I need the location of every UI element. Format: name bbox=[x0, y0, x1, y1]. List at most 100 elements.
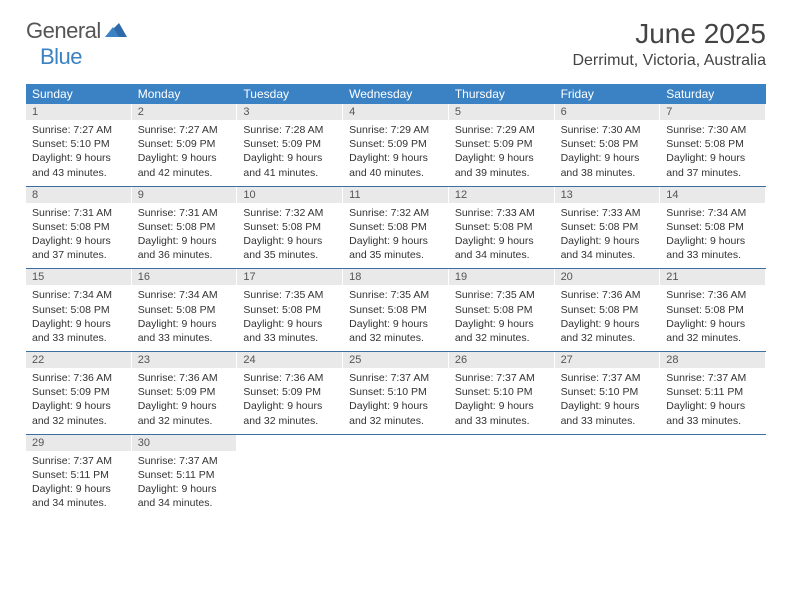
day-header-mon: Monday bbox=[132, 84, 238, 104]
day-sunrise: Sunrise: 7:36 AM bbox=[561, 288, 655, 302]
daynum-row: 1234567 bbox=[26, 104, 766, 120]
day-day2: and 34 minutes. bbox=[138, 496, 232, 510]
day-sunrise: Sunrise: 7:31 AM bbox=[32, 206, 126, 220]
day-sunset: Sunset: 5:08 PM bbox=[455, 220, 549, 234]
day-day2: and 34 minutes. bbox=[32, 496, 126, 510]
day-cell: Sunrise: 7:35 AMSunset: 5:08 PMDaylight:… bbox=[237, 285, 343, 351]
week-block: 1234567Sunrise: 7:27 AMSunset: 5:10 PMDa… bbox=[26, 104, 766, 186]
day-day1: Daylight: 9 hours bbox=[138, 151, 232, 165]
day-number: 14 bbox=[660, 187, 766, 203]
day-header-sun: Sunday bbox=[26, 84, 132, 104]
day-cell: Sunrise: 7:37 AMSunset: 5:10 PMDaylight:… bbox=[449, 368, 555, 434]
day-cell: Sunrise: 7:37 AMSunset: 5:11 PMDaylight:… bbox=[26, 451, 132, 517]
day-day1: Daylight: 9 hours bbox=[666, 317, 760, 331]
daynum-row: 15161718192021 bbox=[26, 269, 766, 285]
day-number: 16 bbox=[132, 269, 238, 285]
day-cell bbox=[343, 451, 449, 517]
day-day1: Daylight: 9 hours bbox=[32, 399, 126, 413]
day-sunset: Sunset: 5:10 PM bbox=[349, 385, 443, 399]
day-number bbox=[343, 435, 449, 451]
day-day1: Daylight: 9 hours bbox=[243, 399, 337, 413]
day-number: 13 bbox=[555, 187, 661, 203]
day-day1: Daylight: 9 hours bbox=[455, 234, 549, 248]
day-day2: and 39 minutes. bbox=[455, 166, 549, 180]
day-sunrise: Sunrise: 7:29 AM bbox=[349, 123, 443, 137]
day-header-thu: Thursday bbox=[449, 84, 555, 104]
day-number: 12 bbox=[449, 187, 555, 203]
day-number: 17 bbox=[237, 269, 343, 285]
day-number: 11 bbox=[343, 187, 449, 203]
day-sunrise: Sunrise: 7:27 AM bbox=[138, 123, 232, 137]
day-number: 23 bbox=[132, 352, 238, 368]
day-day2: and 42 minutes. bbox=[138, 166, 232, 180]
day-sunrise: Sunrise: 7:33 AM bbox=[561, 206, 655, 220]
day-sunrise: Sunrise: 7:34 AM bbox=[32, 288, 126, 302]
day-day1: Daylight: 9 hours bbox=[138, 399, 232, 413]
day-sunset: Sunset: 5:08 PM bbox=[32, 303, 126, 317]
day-cell: Sunrise: 7:34 AMSunset: 5:08 PMDaylight:… bbox=[660, 203, 766, 269]
day-sunset: Sunset: 5:08 PM bbox=[666, 303, 760, 317]
day-sunset: Sunset: 5:09 PM bbox=[32, 385, 126, 399]
day-sunrise: Sunrise: 7:33 AM bbox=[455, 206, 549, 220]
day-day2: and 32 minutes. bbox=[349, 414, 443, 428]
day-cell: Sunrise: 7:31 AMSunset: 5:08 PMDaylight:… bbox=[26, 203, 132, 269]
week-row: Sunrise: 7:34 AMSunset: 5:08 PMDaylight:… bbox=[26, 285, 766, 351]
day-day1: Daylight: 9 hours bbox=[349, 234, 443, 248]
day-sunrise: Sunrise: 7:28 AM bbox=[243, 123, 337, 137]
week-row: Sunrise: 7:27 AMSunset: 5:10 PMDaylight:… bbox=[26, 120, 766, 186]
day-day2: and 33 minutes. bbox=[32, 331, 126, 345]
day-sunset: Sunset: 5:09 PM bbox=[243, 137, 337, 151]
day-number bbox=[660, 435, 766, 451]
day-sunset: Sunset: 5:08 PM bbox=[138, 303, 232, 317]
day-sunset: Sunset: 5:08 PM bbox=[455, 303, 549, 317]
day-day2: and 34 minutes. bbox=[455, 248, 549, 262]
calendar: Sunday Monday Tuesday Wednesday Thursday… bbox=[26, 84, 766, 516]
day-day2: and 37 minutes. bbox=[666, 166, 760, 180]
day-cell: Sunrise: 7:27 AMSunset: 5:09 PMDaylight:… bbox=[132, 120, 238, 186]
day-cell: Sunrise: 7:32 AMSunset: 5:08 PMDaylight:… bbox=[237, 203, 343, 269]
day-cell: Sunrise: 7:36 AMSunset: 5:09 PMDaylight:… bbox=[26, 368, 132, 434]
day-day2: and 32 minutes. bbox=[666, 331, 760, 345]
daynum-row: 891011121314 bbox=[26, 187, 766, 203]
day-number: 28 bbox=[660, 352, 766, 368]
day-sunrise: Sunrise: 7:36 AM bbox=[138, 371, 232, 385]
day-day1: Daylight: 9 hours bbox=[32, 151, 126, 165]
daynum-row: 2930 bbox=[26, 435, 766, 451]
day-sunrise: Sunrise: 7:32 AM bbox=[349, 206, 443, 220]
day-cell: Sunrise: 7:37 AMSunset: 5:11 PMDaylight:… bbox=[132, 451, 238, 517]
day-day1: Daylight: 9 hours bbox=[666, 234, 760, 248]
day-sunrise: Sunrise: 7:31 AM bbox=[138, 206, 232, 220]
day-day1: Daylight: 9 hours bbox=[32, 317, 126, 331]
day-day2: and 33 minutes. bbox=[666, 248, 760, 262]
week-row: Sunrise: 7:36 AMSunset: 5:09 PMDaylight:… bbox=[26, 368, 766, 434]
day-cell: Sunrise: 7:35 AMSunset: 5:08 PMDaylight:… bbox=[449, 285, 555, 351]
day-sunrise: Sunrise: 7:34 AM bbox=[666, 206, 760, 220]
day-sunrise: Sunrise: 7:36 AM bbox=[32, 371, 126, 385]
day-sunrise: Sunrise: 7:36 AM bbox=[243, 371, 337, 385]
day-day2: and 34 minutes. bbox=[561, 248, 655, 262]
day-sunrise: Sunrise: 7:37 AM bbox=[349, 371, 443, 385]
week-block: 22232425262728Sunrise: 7:36 AMSunset: 5:… bbox=[26, 351, 766, 434]
day-header-fri: Friday bbox=[555, 84, 661, 104]
day-cell: Sunrise: 7:37 AMSunset: 5:10 PMDaylight:… bbox=[555, 368, 661, 434]
day-day1: Daylight: 9 hours bbox=[349, 399, 443, 413]
day-sunrise: Sunrise: 7:30 AM bbox=[666, 123, 760, 137]
day-sunrise: Sunrise: 7:37 AM bbox=[138, 454, 232, 468]
day-number: 4 bbox=[343, 104, 449, 120]
day-day2: and 32 minutes. bbox=[138, 414, 232, 428]
day-day2: and 32 minutes. bbox=[32, 414, 126, 428]
day-sunrise: Sunrise: 7:35 AM bbox=[455, 288, 549, 302]
day-sunset: Sunset: 5:08 PM bbox=[666, 137, 760, 151]
day-sunrise: Sunrise: 7:37 AM bbox=[666, 371, 760, 385]
day-day1: Daylight: 9 hours bbox=[561, 317, 655, 331]
logo-mark-icon bbox=[105, 21, 127, 42]
day-cell: Sunrise: 7:33 AMSunset: 5:08 PMDaylight:… bbox=[555, 203, 661, 269]
day-day2: and 33 minutes. bbox=[138, 331, 232, 345]
day-sunrise: Sunrise: 7:34 AM bbox=[138, 288, 232, 302]
week-row: Sunrise: 7:31 AMSunset: 5:08 PMDaylight:… bbox=[26, 203, 766, 269]
day-header-tue: Tuesday bbox=[237, 84, 343, 104]
day-sunset: Sunset: 5:09 PM bbox=[138, 385, 232, 399]
day-day1: Daylight: 9 hours bbox=[349, 317, 443, 331]
logo: General bbox=[26, 18, 129, 44]
day-day1: Daylight: 9 hours bbox=[455, 151, 549, 165]
